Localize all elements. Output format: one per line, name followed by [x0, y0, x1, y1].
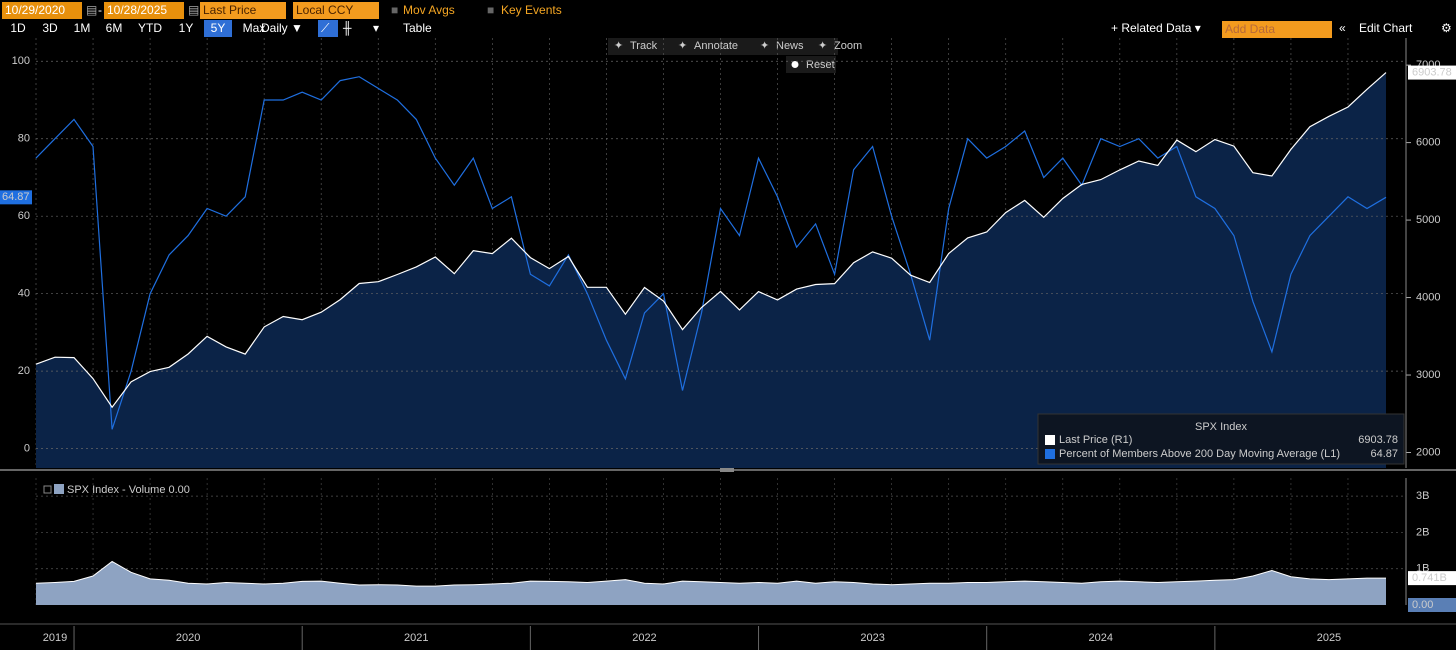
- current-value-box: [0, 190, 32, 205]
- legend-value: 6903.78: [1358, 434, 1398, 446]
- legend-title: SPX Index: [1195, 421, 1247, 433]
- x-tick-label: 2022: [632, 632, 656, 644]
- tool-icon: ✦: [760, 40, 769, 52]
- volume-legend-swatch: [54, 484, 64, 494]
- current-value-box: [1408, 571, 1456, 586]
- y-tick-label: 20: [18, 365, 30, 377]
- y2-tick-label: 6000: [1416, 137, 1440, 149]
- y-tick-label: 60: [18, 210, 30, 222]
- legend-swatch: [1045, 449, 1055, 459]
- currency-field[interactable]: Local CCY: [293, 2, 379, 19]
- divider-handle: [720, 468, 734, 472]
- table-button[interactable]: Table: [403, 21, 432, 35]
- current-value-box: [1408, 65, 1456, 80]
- price-area: [36, 72, 1386, 468]
- dropdown[interactable]: ▾: [373, 21, 380, 35]
- range-button[interactable]: 6M: [105, 21, 123, 35]
- range-button[interactable]: 3D: [42, 21, 58, 35]
- x-tick-label: 2021: [404, 632, 428, 644]
- y-tick-label: 100: [12, 55, 30, 67]
- y2-tick-label: 2000: [1416, 446, 1440, 458]
- settings-icon[interactable]: ⚙: [1441, 21, 1452, 35]
- x-tick-label: 2024: [1089, 632, 1113, 644]
- y2-tick-label: 4000: [1416, 291, 1440, 303]
- x-tick-label: 2019: [43, 632, 67, 644]
- y2-tick-label: 5000: [1416, 214, 1440, 226]
- range-button[interactable]: YTD: [138, 21, 162, 35]
- volume-area: [36, 561, 1386, 605]
- y-tick-label: 3B: [1416, 490, 1429, 502]
- start-date[interactable]: 10/29/2020: [2, 2, 82, 19]
- current-value: 0.741B: [1412, 572, 1447, 584]
- collapse[interactable]: «: [1339, 21, 1346, 35]
- tool-button[interactable]: Track: [630, 40, 658, 52]
- checkbox[interactable]: ■: [391, 3, 399, 17]
- reset-bar: [786, 56, 836, 73]
- volume-legend-toggle[interactable]: [43, 485, 52, 494]
- legend-entry: Percent of Members Above 200 Day Moving …: [1059, 448, 1340, 460]
- chart-area: ✦ Track ✦ Annotate ✦ News ✦ Zoom Reset 0 20 40 60 80 1…: [0, 38, 1456, 650]
- price-field[interactable]: Last Price: [200, 2, 286, 19]
- reset-icon: [791, 61, 799, 68]
- range-button[interactable]: 1M: [73, 21, 91, 35]
- tool-icon: ✦: [818, 40, 827, 52]
- edit-chart[interactable]: Edit Chart: [1359, 21, 1413, 35]
- baseline-value: 0.00: [1412, 599, 1433, 611]
- date-dash: -: [98, 3, 102, 17]
- range-button[interactable]: 1D: [10, 21, 26, 35]
- toolbar-top: 10/29/2020 ▤ - 10/28/2025 ▤ Last Price L…: [0, 0, 1456, 20]
- series-line: [35, 72, 1387, 409]
- tool-button[interactable]: Zoom: [834, 40, 862, 52]
- toolbar-ranges: Daily ▼ ⟋ ╫ ▾ Table + Related Data ▾ Add…: [0, 20, 1456, 38]
- line-icon[interactable]: ⟋: [318, 20, 338, 37]
- x-tick-label: 2023: [860, 632, 884, 644]
- tool-icon: ✦: [678, 40, 687, 52]
- legend-box: [1037, 413, 1405, 465]
- legend-entry: Last Price (R1): [1059, 434, 1132, 446]
- related-data[interactable]: + Related Data ▾: [1111, 21, 1201, 35]
- baseline-box: [1408, 598, 1456, 612]
- tool-icon: ✦: [614, 40, 623, 52]
- add-data[interactable]: Add Data: [1222, 21, 1332, 38]
- range-button[interactable]: 1Y: [178, 21, 194, 35]
- calendar-icon[interactable]: ▤: [188, 3, 200, 17]
- reset-button[interactable]: Reset: [806, 59, 835, 71]
- tools-bar: [608, 38, 838, 55]
- mov-avgs[interactable]: Mov Avgs: [403, 3, 455, 17]
- series-line: [35, 76, 1387, 430]
- checkbox[interactable]: ■: [487, 3, 495, 17]
- legend-swatch: [1045, 435, 1055, 445]
- y2-tick-label: 3000: [1416, 369, 1440, 381]
- range-button[interactable]: Max: [242, 21, 266, 35]
- current-value: 6903.78: [1412, 66, 1452, 78]
- legend-value: 64.87: [1370, 448, 1398, 460]
- tool-button[interactable]: Annotate: [694, 40, 738, 52]
- frequency[interactable]: Daily ▼: [261, 21, 303, 35]
- current-value: 64.87: [2, 191, 30, 203]
- tool-button[interactable]: News: [776, 40, 804, 52]
- y-tick-label: 80: [18, 133, 30, 145]
- x-tick-label: 2020: [176, 632, 200, 644]
- candle-icon[interactable]: ╫: [343, 21, 352, 35]
- volume-title: SPX Index - Volume 0.00: [67, 484, 190, 496]
- y-tick-label: 2B: [1416, 526, 1429, 538]
- end-date[interactable]: 10/28/2025: [104, 2, 184, 19]
- y-tick-label: 0: [24, 443, 30, 455]
- range-button[interactable]: 5Y: [204, 20, 232, 37]
- calendar-icon[interactable]: ▤: [86, 3, 98, 17]
- y-tick-label: 40: [18, 288, 30, 300]
- key-events[interactable]: Key Events: [501, 3, 562, 17]
- volume-line: [35, 560, 1386, 587]
- x-tick-label: 2025: [1317, 632, 1341, 644]
